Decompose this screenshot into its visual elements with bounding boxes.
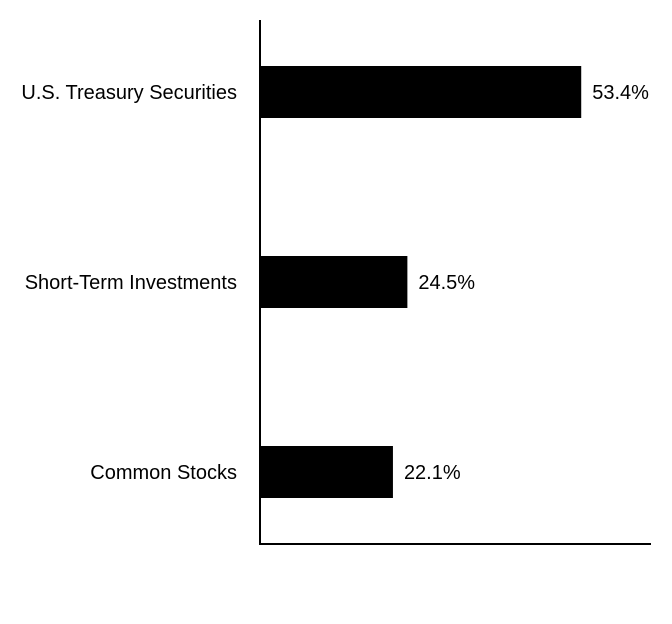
category-label-3: Common Stocks (90, 462, 237, 484)
value-label-2: 24.5% (418, 272, 475, 294)
bar-2 (260, 256, 408, 308)
bar-3 (260, 446, 393, 498)
bars-layer (260, 66, 582, 498)
labels-layer: U.S. Treasury Securities 53.4% Short-Term … (21, 82, 649, 484)
bar-1 (260, 66, 582, 118)
value-label-3: 22.1% (404, 462, 461, 484)
value-label-1: 53.4% (592, 82, 649, 104)
category-label-1: U.S. Treasury Securities (21, 82, 237, 104)
category-label-2: Short-Term Investments (25, 272, 237, 294)
